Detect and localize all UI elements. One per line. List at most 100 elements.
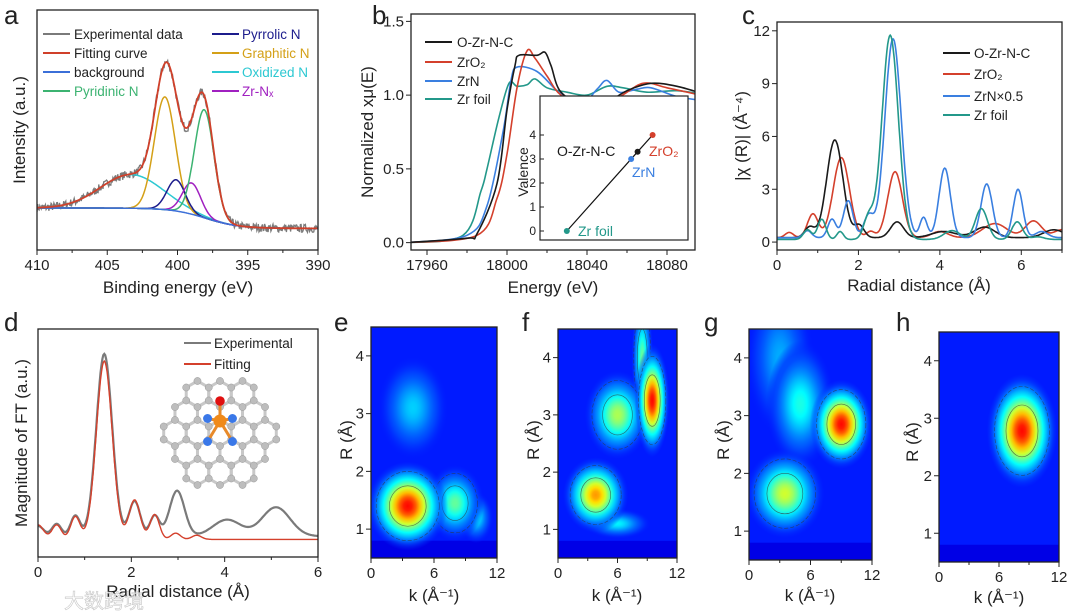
legend-label: ZrN	[457, 74, 480, 89]
b-x-tick-label: 18040	[566, 257, 608, 274]
h-contour-line	[1005, 404, 1039, 458]
e-y-tick-label: 2	[356, 463, 364, 480]
h-heatmap-layer	[939, 332, 1059, 562]
panel-label-d: d	[4, 307, 18, 337]
inset-frame	[539, 95, 689, 241]
inset-y-tick-label: 1	[529, 200, 536, 214]
inset-label-o-zr-n-c: O-Zr-N-C	[557, 143, 615, 159]
f-heatmap-peak	[562, 457, 629, 533]
c-legend: O-Zr-N-C ZrO₂ ZrN×0.5 Zr foil	[943, 46, 1030, 123]
e-heatmap-peak	[378, 357, 448, 459]
series-zrn-0-5	[777, 38, 1062, 239]
carbon-atom	[261, 442, 269, 450]
carbon-atom	[204, 383, 213, 392]
nitrogen-atom	[227, 414, 237, 423]
legend-label: ZrO₂	[974, 67, 1002, 82]
a-x-tick-label: 395	[235, 257, 260, 274]
g-y-axis-title: R (Å)	[714, 420, 733, 460]
d-x-tick-label: 4	[220, 564, 228, 581]
carbon-atom	[193, 481, 202, 489]
g-contour-line	[766, 473, 804, 515]
carbon-atom	[238, 416, 247, 424]
b-y-tick-label: 1.0	[383, 87, 404, 104]
molecule-structure-inset	[159, 377, 281, 489]
a-x-tick-label: 410	[24, 257, 49, 274]
h-x-tick-label: 6	[995, 569, 1003, 586]
e-x-tick-label: 0	[367, 565, 375, 582]
carbon-atom	[193, 403, 202, 411]
f-y-tick-label: 3	[543, 407, 551, 424]
c-x-axis-title: Radial distance (Å)	[847, 276, 991, 295]
carbon-atom	[249, 474, 258, 483]
d-y-axis-title: Magnitude of FT (a.u.)	[12, 359, 31, 527]
a-x-tick-label: 400	[165, 257, 190, 274]
panel-label-h: h	[896, 307, 910, 337]
legend-label: ZrO₂	[457, 55, 485, 70]
c-y-tick-label: 12	[753, 23, 770, 40]
g-contour-line	[816, 389, 867, 460]
h-contour-line	[994, 386, 1050, 476]
h-heatmap-peak	[986, 373, 1058, 488]
carbon-atom	[238, 377, 247, 385]
panel-b-xanes: 17960 18000 18040 18080 0.0 0.5 1.0 1.5 0 1 2 3 4	[383, 13, 696, 274]
legend-label: Experimental data	[74, 27, 183, 42]
e-y-axis-title: R (Å)	[337, 420, 356, 460]
series-zro-	[411, 48, 695, 244]
series-zr-n-	[37, 182, 318, 230]
h-x-tick-label: 0	[935, 569, 943, 586]
carbon-atom	[272, 435, 281, 444]
carbon-atom	[182, 435, 191, 444]
nitrogen-atom	[227, 437, 237, 446]
legend-label: background	[74, 65, 145, 80]
legend-label: Zr-Nₓ	[242, 84, 274, 99]
panel-c-exafs: 0 2 4 6 0 3 6 9 12	[753, 21, 1063, 274]
carbon-atom	[182, 461, 191, 470]
carbon-atom	[182, 383, 191, 392]
panel-label-e: e	[334, 307, 348, 337]
g-x-tick-label: 0	[745, 567, 753, 584]
panel-a-xps: 410 405 400 395 390	[24, 9, 331, 274]
panel-label-a: a	[4, 0, 19, 30]
inset-point-zr-foil	[563, 228, 570, 234]
b-y-tick-label: 0.0	[383, 235, 404, 252]
legend-label: Fitting	[214, 357, 251, 372]
e-heatmap-peak	[371, 461, 449, 551]
e-heatmap-layer	[371, 327, 497, 558]
carbon-atom	[249, 383, 258, 392]
legend-label: Oxidized N	[242, 65, 308, 80]
inset-y-tick-label: 4	[529, 128, 536, 142]
g-heatmap-peak	[749, 449, 825, 539]
carbon-atom	[227, 383, 236, 392]
g-y-tick-label: 4	[734, 350, 742, 367]
a-legend: Experimental data Fitting curve backgrou…	[43, 27, 310, 99]
g-x-axis-title: k (Å⁻¹)	[785, 586, 836, 605]
g-heatmap-low-band	[749, 542, 872, 560]
carbon-atom	[238, 455, 247, 463]
g-heatmap-layer	[749, 329, 872, 560]
f-contour-line	[643, 374, 661, 427]
b-y-axis-title: Normalized xμ(E)	[358, 66, 377, 198]
d-x-tick-label: 0	[34, 564, 42, 581]
f-contour-line	[580, 477, 611, 513]
carbon-atom	[171, 455, 179, 463]
carbon-atom	[216, 481, 224, 489]
e-x-tick-label: 12	[489, 565, 506, 582]
c-x-tick-label: 6	[1017, 257, 1025, 274]
carbon-atom	[204, 422, 213, 431]
panel-label-c: c	[742, 0, 755, 30]
zirconium-atom	[213, 414, 227, 428]
e-x-axis-title: k (Å⁻¹)	[409, 586, 460, 605]
h-y-tick-label: 3	[924, 410, 932, 427]
carbon-atom	[261, 455, 269, 463]
carbon-atom	[216, 442, 224, 450]
c-x-tick-label: 2	[854, 257, 862, 274]
h-heatmap-low-band	[939, 544, 1059, 562]
e-contour-line	[375, 471, 440, 542]
carbon-atom	[272, 422, 281, 431]
carbon-atom	[182, 396, 191, 405]
carbon-atom	[171, 416, 179, 424]
legend-label: Zr foil	[974, 108, 1008, 123]
